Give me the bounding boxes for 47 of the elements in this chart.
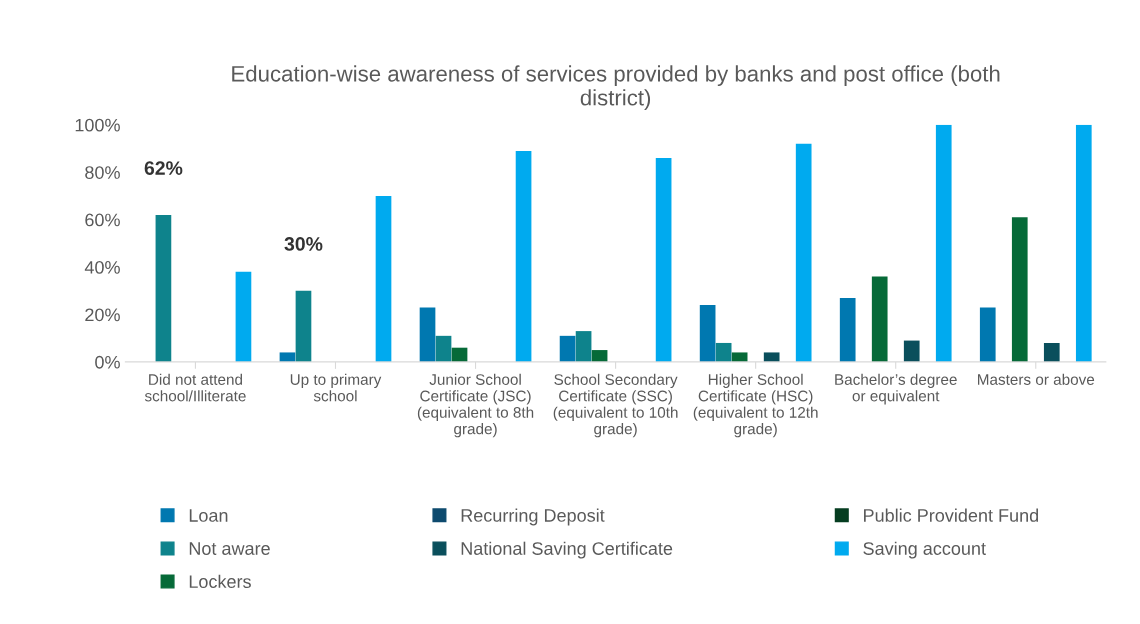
y-tick-label: 0% (95, 355, 120, 369)
x-tick-label: Junior School Certificate (JSC) (equivalent to 8th grade) (417, 373, 534, 438)
legend-label: Lockers (189, 574, 251, 589)
bar (699, 305, 716, 362)
bar (715, 342, 732, 362)
bar (903, 340, 920, 362)
legend-label: Saving account (863, 541, 986, 559)
y-tick-label: 60% (85, 213, 120, 227)
data-label: 30% (284, 237, 323, 251)
bar (295, 290, 312, 362)
bar (731, 352, 748, 362)
bar (419, 307, 436, 362)
legend-label: National Saving Certificate (461, 541, 673, 559)
bar (515, 150, 532, 362)
bar (375, 195, 392, 362)
bar (575, 331, 592, 362)
bar (155, 214, 172, 362)
x-tick-label: Higher School Certificate (HSC) (equivalent to 12th grade) (693, 373, 818, 438)
bar (795, 143, 812, 362)
x-tick-label: Masters or above (978, 373, 1095, 385)
data-label: 62% (144, 161, 183, 175)
x-tick-label: Did not attend school/Illiterate (144, 373, 246, 402)
bar (235, 271, 252, 362)
bar (839, 297, 856, 362)
bar (1011, 217, 1028, 362)
legend-label: Not aware (189, 542, 270, 555)
x-tick-label: School Secondary Certificate (SSC) (equivalent to 10th grade) (553, 373, 678, 438)
chart-title: Education-wise awareness of services provided by banks and post office (both district) (232, 65, 1000, 110)
x-tick-label: Up to primary school (290, 373, 382, 402)
bar (979, 307, 996, 362)
bar (935, 124, 952, 362)
bar (763, 352, 780, 362)
x-tick-label: Bachelor’s degree or equivalent (835, 373, 957, 405)
bar (1043, 342, 1060, 362)
bar (1075, 124, 1092, 362)
y-tick-label: 80% (85, 166, 120, 179)
bar (655, 158, 672, 362)
bar (435, 335, 452, 362)
legend-label: Recurring Deposit (461, 508, 605, 526)
y-tick-label: 40% (84, 261, 120, 274)
bar (279, 352, 296, 362)
bar (871, 276, 888, 362)
legend-label: Public Provident Fund (864, 508, 1039, 522)
y-tick-label: 100% (75, 118, 120, 132)
legend-label: Loan (189, 509, 228, 522)
bar (559, 335, 576, 362)
y-tick-label: 20% (85, 308, 120, 322)
